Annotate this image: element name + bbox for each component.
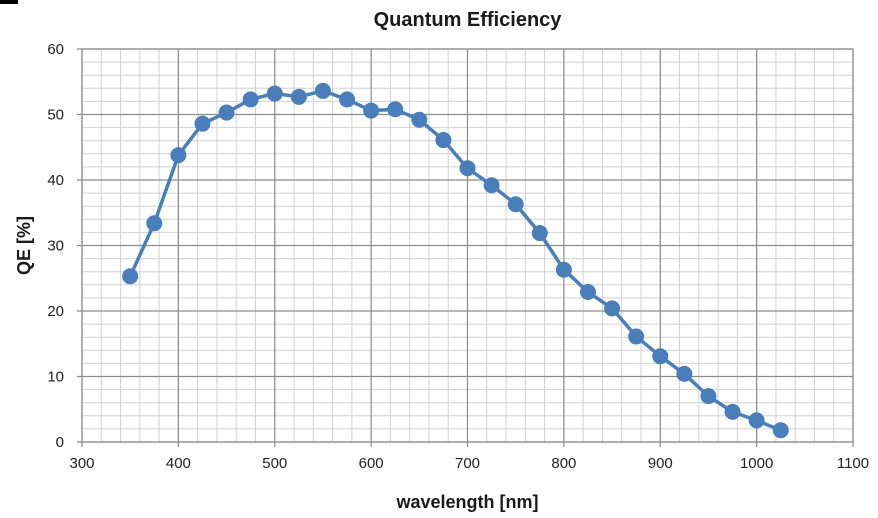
data-point <box>339 91 356 108</box>
data-point <box>652 348 669 365</box>
data-point <box>555 261 572 278</box>
data-point <box>242 91 259 108</box>
data-point <box>459 160 476 177</box>
data-point <box>435 132 452 149</box>
data-point <box>531 225 548 242</box>
y-tick-label: 50 <box>47 107 64 124</box>
y-tick-label: 30 <box>47 238 64 255</box>
data-point <box>290 88 307 105</box>
corner-mark <box>0 0 18 4</box>
data-point <box>772 422 789 439</box>
data-point <box>724 403 741 420</box>
data-point <box>194 115 211 132</box>
x-axis-label: wavelength [nm] <box>395 492 538 512</box>
x-tick-label: 300 <box>69 455 94 472</box>
data-point <box>604 300 621 317</box>
data-point <box>170 147 187 164</box>
x-tick-labels: 300 400 500 600 700 800 900 1000 1100 <box>69 455 869 472</box>
y-tick-label: 0 <box>56 434 64 451</box>
x-tick-label: 700 <box>455 455 480 472</box>
data-point <box>579 284 596 301</box>
series-line <box>128 89 782 432</box>
data-point <box>676 365 693 382</box>
data-point <box>628 328 645 345</box>
y-tick-label: 60 <box>47 41 64 58</box>
data-point <box>387 101 404 118</box>
chart-title: Quantum Efficiency <box>374 9 563 31</box>
data-point <box>218 104 235 121</box>
x-tick-label: 1000 <box>740 455 773 472</box>
data-point <box>314 82 331 99</box>
major-grid <box>77 48 854 447</box>
y-tick-label: 40 <box>47 172 64 189</box>
y-axis-label: QE [%] <box>14 216 34 275</box>
x-tick-label: 400 <box>166 455 191 472</box>
y-tick-label: 10 <box>47 369 64 386</box>
data-point <box>122 268 139 285</box>
x-tick-label: 800 <box>551 455 576 472</box>
x-tick-label: 1100 <box>837 455 869 472</box>
data-point <box>266 85 283 102</box>
x-tick-label: 500 <box>262 455 287 472</box>
data-point <box>748 412 765 429</box>
series-layer <box>122 82 789 439</box>
data-point <box>483 177 500 194</box>
data-point <box>507 196 524 213</box>
y-tick-labels: 0 10 20 30 40 50 60 <box>47 41 64 451</box>
data-point <box>700 388 717 405</box>
plot-frame <box>81 48 854 443</box>
data-point <box>146 215 163 232</box>
x-tick-label: 900 <box>648 455 673 472</box>
x-tick-label: 600 <box>359 455 384 472</box>
data-point <box>363 102 380 119</box>
y-tick-label: 20 <box>47 303 64 320</box>
data-point <box>411 111 428 128</box>
